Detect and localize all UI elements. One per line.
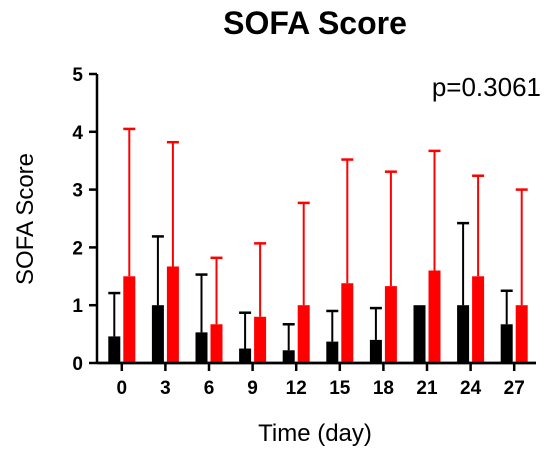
bar-series-1: [428, 270, 441, 363]
bar-series-0: [457, 305, 470, 363]
bar-series-1: [472, 276, 485, 363]
bar-series-1: [341, 283, 354, 363]
x-tick-label: 3: [160, 378, 171, 399]
bar-series-0: [326, 341, 339, 363]
bar-series-1: [123, 276, 136, 363]
chart-title: SOFA Score: [223, 5, 407, 41]
bar-series-0: [108, 336, 121, 363]
bar-series-1: [254, 316, 267, 363]
x-axis-label: Time (day): [258, 420, 372, 447]
bar-series-0: [369, 339, 382, 363]
bar-series-1: [297, 305, 310, 363]
bar-series-1: [166, 266, 179, 363]
p-value-annotation: p=0.3061: [432, 72, 541, 102]
bar-series-1: [210, 324, 223, 363]
x-tick-label: 18: [373, 378, 394, 399]
y-tick-label: 5: [72, 65, 83, 86]
y-tick-label: 4: [72, 123, 83, 144]
bar-series-0: [151, 305, 164, 363]
bar-series-1: [515, 305, 528, 363]
x-tick-label: 24: [460, 378, 482, 399]
y-tick-label: 2: [72, 238, 83, 259]
y-tick-label: 3: [72, 181, 83, 202]
x-tick-label: 0: [117, 378, 128, 399]
bar-series-0: [500, 324, 513, 363]
x-tick-label: 27: [504, 378, 525, 399]
y-tick-label: 0: [72, 354, 83, 375]
x-tick-label: 15: [329, 378, 351, 399]
bar-series-0: [239, 348, 252, 363]
bar-series-0: [282, 350, 295, 363]
x-tick-label: 21: [416, 378, 438, 399]
y-tick-label: 1: [72, 296, 83, 317]
x-tick-label: 9: [247, 378, 258, 399]
bar-series-0: [413, 305, 426, 363]
bar-series-0: [195, 332, 208, 363]
x-tick-label: 12: [286, 378, 307, 399]
x-tick-label: 6: [204, 378, 215, 399]
bar-series-1: [384, 286, 397, 363]
y-axis-label: SOFA Score: [12, 153, 39, 285]
